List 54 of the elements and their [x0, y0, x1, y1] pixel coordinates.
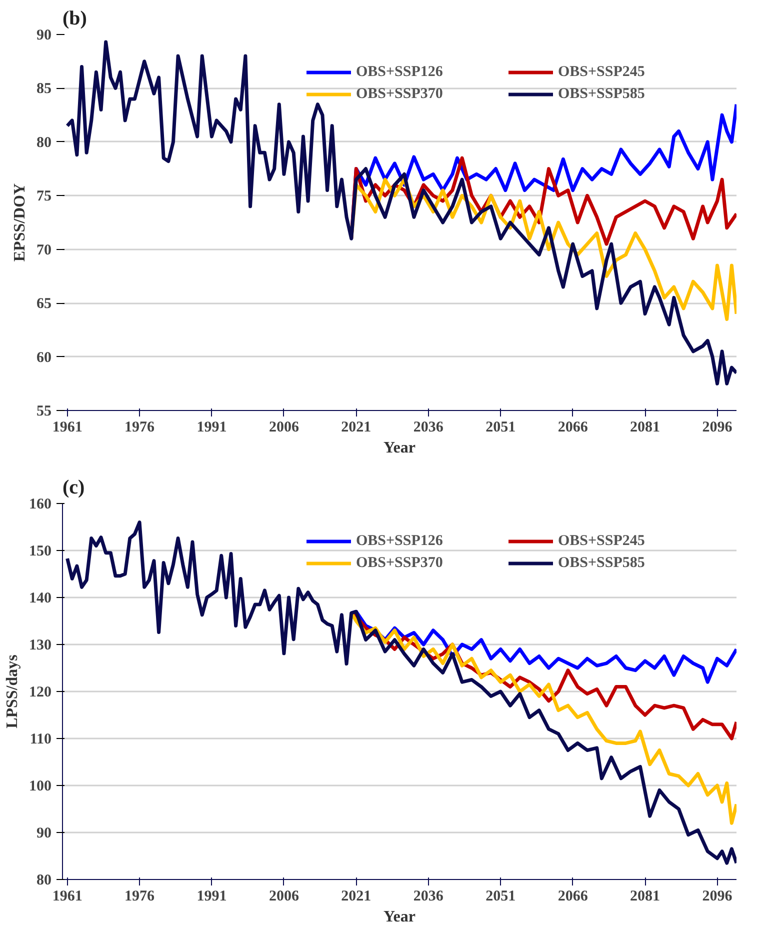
x-tick-label: 2021 — [341, 420, 372, 436]
legend-label: OBS+SSP126 — [356, 64, 444, 80]
y-tick-label: 75 — [36, 188, 52, 205]
legend-label: OBS+SSP245 — [558, 532, 646, 550]
chart-title: (b) — [62, 8, 87, 30]
x-tick-label: 1976 — [124, 888, 156, 904]
y-tick-label: 70 — [36, 242, 52, 258]
x-tick-label: 2066 — [558, 420, 588, 436]
line-series — [350, 611, 736, 825]
chart-title: (c) — [62, 476, 85, 498]
legend-label: OBS+SSP585 — [558, 86, 646, 102]
x-tick-label: 2051 — [486, 420, 516, 436]
legend-label: OBS+SSP245 — [558, 64, 646, 80]
x-tick-label: 2066 — [558, 888, 588, 904]
x-tick-label: 1991 — [196, 420, 227, 436]
y-tick-label: 80 — [36, 872, 52, 888]
x-tick-label: 2021 — [341, 888, 372, 904]
y-tick-label: 90 — [36, 28, 52, 44]
x-tick-label: 1961 — [52, 888, 82, 904]
x-tick-label: 2081 — [630, 888, 660, 904]
legend-label: OBS+SSP370 — [356, 554, 444, 572]
x-tick-label: 2096 — [702, 888, 733, 904]
y-tick-label: 160 — [29, 496, 52, 512]
x-axis-title: Year — [384, 908, 416, 926]
y-tick-label: 130 — [29, 638, 52, 654]
x-tick-label: 1961 — [52, 420, 82, 436]
x-tick-label: 2081 — [630, 420, 660, 436]
y-tick-label: 80 — [36, 134, 52, 151]
x-tick-label: 1991 — [196, 888, 227, 904]
line-series — [66, 520, 736, 865]
legend-label: OBS+SSP370 — [356, 86, 444, 102]
x-axis-title: Year — [384, 440, 416, 456]
y-tick-label: 65 — [36, 296, 52, 312]
y-tick-label: 85 — [36, 81, 52, 98]
y-tick-label: 55 — [36, 404, 52, 420]
y-tick-label: 120 — [29, 684, 52, 700]
y-tick-label: 110 — [30, 732, 52, 748]
y-tick-label: 140 — [29, 590, 52, 606]
y-tick-label: 150 — [29, 544, 52, 560]
x-tick-label: 2096 — [702, 420, 733, 436]
x-tick-label: 2006 — [268, 888, 300, 904]
legend-label: OBS+SSP585 — [558, 554, 646, 572]
y-axis-title: LPSS/days — [4, 654, 21, 728]
x-tick-label: 2036 — [413, 420, 444, 436]
legend-label: OBS+SSP126 — [356, 532, 444, 550]
y-axis-title: EPSS/DOY — [12, 182, 28, 262]
x-tick-label: 2036 — [413, 888, 444, 904]
y-tick-label: 100 — [29, 778, 52, 794]
y-tick-label: 90 — [36, 826, 52, 842]
x-tick-label: 2051 — [486, 888, 516, 904]
line-series — [66, 40, 736, 386]
x-tick-label: 2006 — [268, 420, 300, 436]
x-tick-label: 1976 — [124, 420, 156, 436]
y-tick-label: 60 — [36, 350, 52, 366]
